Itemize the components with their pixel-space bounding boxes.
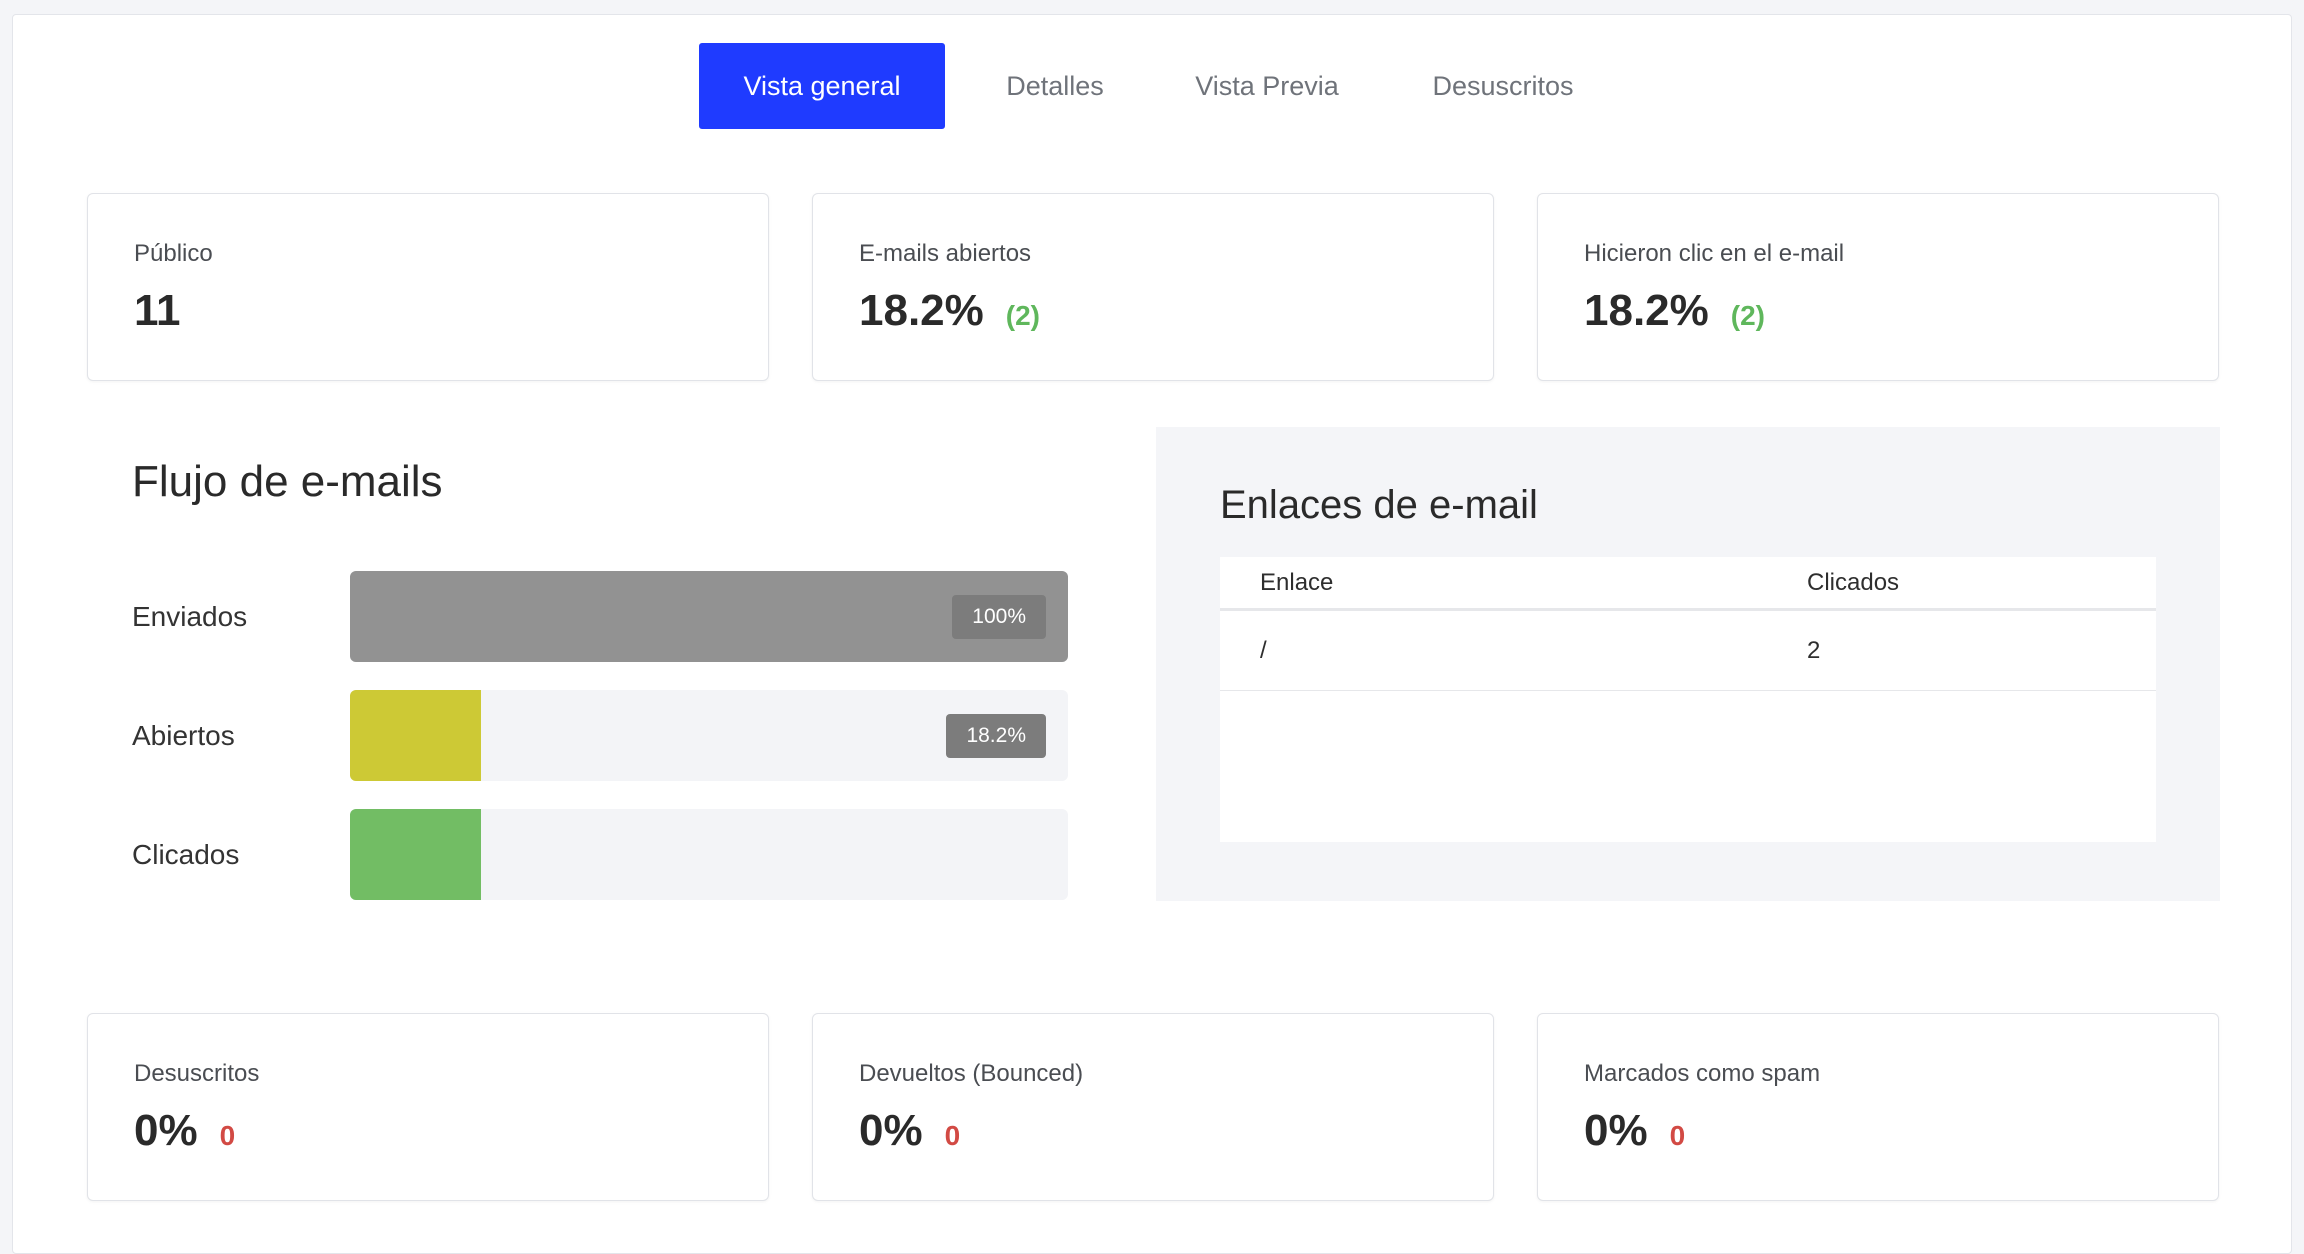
audience-card: Público 11	[87, 193, 769, 381]
card-label: Desuscritos	[134, 1060, 260, 1087]
header-enlace: Enlace	[1260, 568, 1334, 596]
opened-card: E-mails abiertos 18.2% (2)	[812, 193, 1494, 381]
card-count: 0	[219, 1120, 236, 1151]
tab-vista-general[interactable]: Vista general	[699, 43, 945, 129]
bar-track	[350, 809, 1068, 900]
card-count: 0	[944, 1120, 961, 1151]
tab-detalles[interactable]: Detalles	[1006, 70, 1104, 101]
card-label: E-mails abiertos	[859, 240, 1032, 267]
flow-label: Abiertos	[132, 719, 235, 751]
card-value: 0%	[859, 1106, 923, 1155]
report-panel: Vista general Detalles Vista Previa Desu…	[12, 14, 2292, 1254]
bar-fill	[350, 571, 1068, 662]
card-count: 0	[1669, 1120, 1686, 1151]
bounced-card: Devueltos (Bounced) 0% 0	[812, 1013, 1494, 1201]
card-value: 11	[134, 286, 181, 335]
flow-row-sent: Enviados 100%	[132, 571, 1092, 662]
flow-label: Clicados	[132, 838, 240, 870]
tab-vista-previa[interactable]: Vista Previa	[1195, 70, 1339, 101]
tab-desuscritos[interactable]: Desuscritos	[1432, 70, 1574, 101]
bar-track: 100%	[350, 571, 1068, 662]
card-label: Marcados como spam	[1584, 1060, 1821, 1087]
flow-title: Flujo de e-mails	[132, 457, 443, 506]
flow-label: Enviados	[132, 600, 248, 632]
bar-track: 18.2%	[350, 690, 1068, 781]
flow-row-clicked: Clicados	[132, 809, 1092, 900]
bar-fill	[350, 690, 481, 781]
card-count: (2)	[1730, 300, 1765, 331]
card-count: (2)	[1005, 300, 1040, 331]
clicks-cell: 2	[1807, 636, 1821, 664]
header-clicados: Clicados	[1807, 568, 1900, 596]
links-table: Enlace Clicados / 2	[1220, 557, 2156, 842]
card-value: 18.2%	[859, 286, 984, 335]
card-value: 0%	[134, 1106, 198, 1155]
link-cell[interactable]: /	[1260, 636, 1267, 664]
card-value: 18.2%	[1584, 286, 1709, 335]
card-label: Público	[134, 240, 213, 267]
percent-badge: 18.2%	[946, 714, 1046, 758]
bar-fill	[350, 809, 481, 900]
card-value: 0%	[1584, 1106, 1648, 1155]
spam-card: Marcados como spam 0% 0	[1537, 1013, 2219, 1201]
table-header: Enlace Clicados	[1220, 557, 2156, 611]
table-row: / 2	[1220, 611, 2156, 691]
tab-bar: Vista general Detalles Vista Previa Desu…	[13, 43, 2291, 129]
percent-badge: 100%	[952, 595, 1046, 639]
flow-row-opened: Abiertos 18.2%	[132, 690, 1092, 781]
card-label: Hicieron clic en el e-mail	[1584, 240, 1845, 267]
links-title: Enlaces de e-mail	[1220, 483, 1538, 527]
email-links-section: Enlaces de e-mail Enlace Clicados / 2	[1156, 427, 2220, 901]
unsubscribed-card: Desuscritos 0% 0	[87, 1013, 769, 1201]
card-label: Devueltos (Bounced)	[859, 1060, 1084, 1087]
clicked-card: Hicieron clic en el e-mail 18.2% (2)	[1537, 193, 2219, 381]
